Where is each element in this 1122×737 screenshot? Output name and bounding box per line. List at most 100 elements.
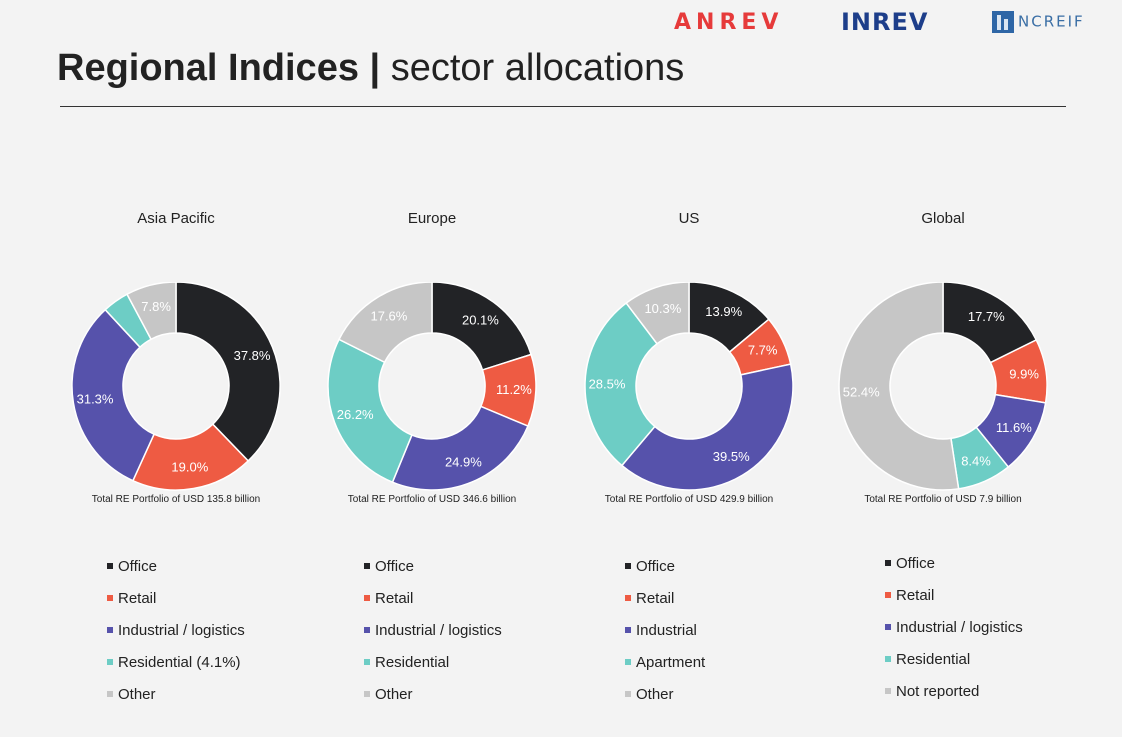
legend-label: Industrial / logistics <box>118 621 245 639</box>
legend-item-residential-4-1: Residential (4.1%) <box>107 646 245 678</box>
legend-item-residential: Residential <box>364 646 502 678</box>
chart-asia-pacific: Asia Pacific 37.8% 19.0% 31.3% 7.8% Total R… <box>46 200 306 720</box>
donut-chart: 17.7% 9.9% 11.6% 8.4% 52.4% <box>838 282 1048 491</box>
legend-item-apartment: Apartment <box>625 646 705 678</box>
slice-label-other: 7.8% <box>141 299 171 314</box>
legend-item-industrial-logistics: Industrial / logistics <box>107 614 245 646</box>
legend-swatch <box>107 691 113 697</box>
slice-label-retail: 9.9% <box>1009 366 1039 381</box>
slice-office <box>175 282 281 462</box>
legend-swatch <box>625 691 631 697</box>
legend-swatch <box>885 592 891 598</box>
legend-swatch <box>885 560 891 566</box>
total-portfolio-label: Total RE Portfolio of USD 429.9 billion <box>604 494 774 505</box>
slice-label-office: 13.9% <box>705 304 742 319</box>
legend-swatch <box>885 688 891 694</box>
legend-item-other: Other <box>364 678 502 710</box>
legend-label: Other <box>118 685 156 703</box>
legend-item-office: Office <box>625 550 705 582</box>
slice-apartment <box>584 302 659 467</box>
legend-label: Not reported <box>896 682 980 700</box>
legend-label: Residential <box>896 650 971 668</box>
page-title-subtitle: sector allocations <box>390 47 685 89</box>
legend-label: Retail <box>375 589 414 607</box>
slice-label-office: 37.8% <box>234 348 271 363</box>
page-title: Regional Indices | sector allocations <box>57 47 684 90</box>
legend-item-retail: Retail <box>107 582 245 614</box>
chart-legend: Office Retail Industrial / logistics Reside… <box>364 550 502 710</box>
slice-other <box>338 282 433 364</box>
page-title-main: Regional Indices <box>57 47 359 89</box>
legend-item-industrial: Industrial <box>625 614 705 646</box>
legend-swatch <box>364 563 370 569</box>
chart-europe: Europe 20.1% 11.2% 24.9% 26.2% 17.6% Total R… <box>302 200 562 720</box>
legend-swatch <box>107 627 113 633</box>
slice-label-industrial: 39.5% <box>713 449 750 464</box>
chart-legend: Office Retail Industrial / logistics Reside… <box>107 550 245 710</box>
legend-label: Industrial <box>636 621 697 639</box>
donut-chart: 20.1% 11.2% 24.9% 26.2% 17.6% <box>327 282 537 491</box>
legend-swatch <box>364 691 370 697</box>
legend-swatch <box>625 595 631 601</box>
legend-label: Residential <box>375 653 450 671</box>
legend-item-not-reported: Not reported <box>885 675 1023 707</box>
slice-label-office: 20.1% <box>462 312 499 327</box>
chart-title: Global <box>921 210 965 227</box>
legend-item-office: Office <box>885 547 1023 579</box>
slice-label-residential: 8.4% <box>961 454 991 469</box>
slice-industrial-logistics <box>71 308 156 482</box>
legend-item-other: Other <box>625 678 705 710</box>
legend-swatch <box>107 659 113 665</box>
slice-label-industrial-logistics: 11.6% <box>996 420 1032 435</box>
legend-item-other: Other <box>107 678 245 710</box>
slice-label-apartment: 28.5% <box>589 376 626 391</box>
chart-legend: Office Retail Industrial Apartment Other <box>625 550 705 710</box>
donut-chart: 13.9% 7.7% 39.5% 28.5% 10.3% <box>584 282 794 491</box>
legend-swatch <box>885 656 891 662</box>
legend-swatch <box>364 659 370 665</box>
legend-item-retail: Retail <box>885 579 1023 611</box>
legend-swatch <box>364 595 370 601</box>
legend-swatch <box>107 595 113 601</box>
legend-label: Industrial / logistics <box>896 618 1023 636</box>
legend-label: Industrial / logistics <box>375 621 502 639</box>
inrev-logo: INREV <box>841 8 929 36</box>
total-portfolio-label: Total RE Portfolio of USD 135.8 billion <box>91 494 261 505</box>
legend-label: Retail <box>896 586 935 604</box>
legend-item-industrial-logistics: Industrial / logistics <box>885 611 1023 643</box>
ncreif-mark-icon <box>992 11 1014 33</box>
slice-not-reported <box>838 282 960 491</box>
ncreif-logo-text: NCREIF <box>1018 12 1085 31</box>
legend-item-residential: Residential <box>885 643 1023 675</box>
legend-label: Retail <box>118 589 157 607</box>
slice-label-other: 10.3% <box>644 301 681 316</box>
legend-item-retail: Retail <box>625 582 705 614</box>
slice-label-retail: 11.2% <box>496 382 532 397</box>
legend-label: Retail <box>636 589 675 607</box>
slice-other <box>126 282 177 341</box>
slice-label-industrial-logistics: 24.9% <box>445 454 482 469</box>
chart-title: US <box>678 210 700 227</box>
legend-swatch <box>364 627 370 633</box>
legend-label: Other <box>375 685 413 703</box>
donut-chart: 37.8% 19.0% 31.3% 7.8% <box>71 282 281 491</box>
chart-us: US 13.9% 7.7% 39.5% 28.5% 10.3% Total RE Por… <box>559 200 819 720</box>
legend-item-office: Office <box>364 550 502 582</box>
legend-label: Office <box>636 557 675 575</box>
legend-label: Other <box>636 685 674 703</box>
legend-label: Apartment <box>636 653 706 671</box>
legend-item-office: Office <box>107 550 245 582</box>
legend-swatch <box>885 624 891 630</box>
chart-legend: Office Retail Industrial / logistics Reside… <box>885 547 1023 707</box>
legend-item-industrial-logistics: Industrial / logistics <box>364 614 502 646</box>
slice-label-not-reported: 52.4% <box>843 385 880 400</box>
legend-label: Office <box>118 557 157 575</box>
total-portfolio-label: Total RE Portfolio of USD 7.9 billion <box>864 494 1022 505</box>
slice-residential <box>327 338 413 484</box>
legend-swatch <box>625 563 631 569</box>
legend-swatch <box>107 563 113 569</box>
slice-label-retail: 19.0% <box>171 459 208 474</box>
ncreif-logo: NCREIF <box>992 11 1085 33</box>
slice-label-residential: 26.2% <box>337 407 374 422</box>
legend-swatch <box>625 627 631 633</box>
